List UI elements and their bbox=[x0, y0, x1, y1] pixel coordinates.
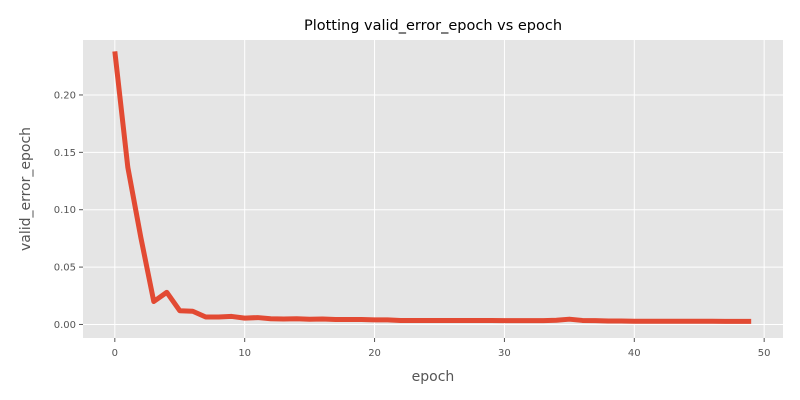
plot-area bbox=[83, 40, 783, 338]
x-tick-label: 40 bbox=[628, 348, 641, 359]
y-tick-label: 0.15 bbox=[54, 148, 76, 159]
y-axis-label: valid_error_epoch bbox=[18, 127, 34, 251]
series-line-valid_error_epoch bbox=[112, 51, 752, 324]
chart-title: Plotting valid_error_epoch vs epoch bbox=[304, 18, 562, 34]
y-tick-label: 0.05 bbox=[54, 263, 76, 274]
y-axis-ticks: 0.00 0.05 0.10 0.15 0.20 bbox=[54, 90, 83, 331]
x-axis-ticks: 0 10 20 30 40 50 bbox=[112, 338, 771, 359]
grid-lines bbox=[83, 40, 783, 338]
y-tick-label: 0.00 bbox=[54, 320, 76, 331]
x-tick-label: 50 bbox=[758, 348, 771, 359]
x-tick-label: 30 bbox=[498, 348, 511, 359]
series-layer bbox=[112, 51, 752, 324]
x-axis-label: epoch bbox=[412, 369, 455, 385]
x-tick-label: 0 bbox=[112, 348, 118, 359]
x-tick-label: 20 bbox=[368, 348, 381, 359]
y-tick-label: 0.20 bbox=[54, 90, 76, 101]
y-tick-label: 0.10 bbox=[54, 205, 76, 216]
x-tick-label: 10 bbox=[238, 348, 251, 359]
